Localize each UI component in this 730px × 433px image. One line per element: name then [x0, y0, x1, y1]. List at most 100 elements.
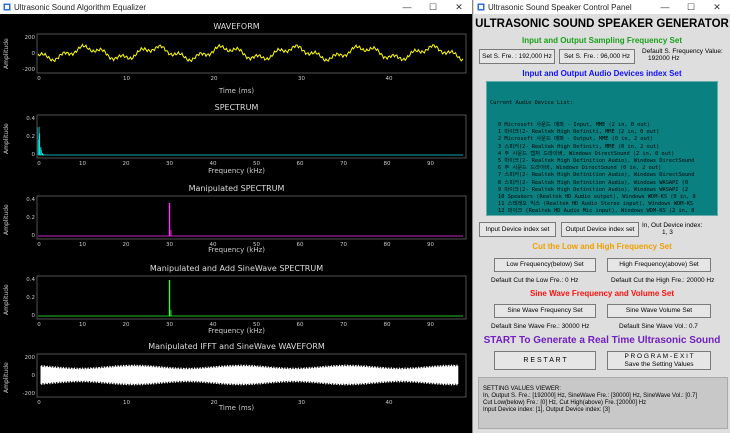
plot-frame [36, 195, 467, 240]
device-list-item[interactable]: 6 주 사운드 드라이버, Windows DirectSound (0 in,… [498, 165, 662, 172]
app-icon [477, 3, 485, 11]
y-tick-label: 0.2 [26, 134, 35, 140]
minimize-button[interactable]: — [394, 0, 420, 14]
y-tick-label: 0 [32, 313, 36, 319]
control-panel-window: Ultrasonic Sound Speaker Control Panel —… [474, 0, 730, 433]
viewer-line-3: Input Device index: [1], Output Device i… [483, 407, 610, 413]
x-tick-label: 10 [79, 161, 86, 167]
x-tick-label: 10 [123, 76, 130, 82]
device-list-item[interactable]: 7 스피커(2- Realtek High Definition Audio),… [498, 172, 695, 179]
x-tick-label: 40 [210, 242, 217, 248]
device-list-item[interactable]: 2 Microsoft 사운드 매퍼 - Output, MME (0 in, … [498, 136, 654, 143]
maximize-icon: ☐ [686, 1, 696, 12]
inout-device-label: In, Out Device index: 1, 3 [642, 222, 730, 237]
x-tick-label: 70 [340, 322, 347, 328]
cut-heading: Cut the Low and High Frequency Set [532, 242, 672, 251]
sine-volume-button[interactable]: Sine Wave Volume Set [607, 304, 711, 318]
plot-frame [36, 33, 467, 74]
y-tick-label: 0.2 [26, 295, 35, 301]
x-tick-label: 20 [123, 242, 130, 248]
sampling-heading: Input and Output Sampling Frequency Set [521, 36, 682, 45]
y-tick-label: 0.2 [26, 215, 35, 221]
sine-frequency-default: Default Sine Wave Fre.: 30000 Hz [491, 323, 590, 330]
plot-svg: 0.4 0.2 00 10 20 30 40 50 60 70 80 90 [26, 275, 467, 328]
viewer-line-2: Cut Low(below) Fre.: [0] Hz, Cut High(ab… [483, 400, 647, 406]
close-icon: ✕ [713, 1, 721, 12]
maximize-button[interactable]: ☐ [420, 0, 446, 14]
plot-xlabel: Frequency (kHz) [208, 167, 265, 175]
x-tick-label: 80 [384, 322, 391, 328]
plot-frame [36, 353, 467, 398]
device-list-item[interactable]: 12 마이크 (Realtek HD Audio Mic input), Win… [498, 208, 695, 215]
device-list-item[interactable]: 4 주 사운드 캡처 드라이버, Windows DirectSound (2 … [498, 150, 675, 157]
sine-frequency-button[interactable]: Sine Wave Frequency Set [494, 304, 596, 318]
device-list-item[interactable]: 9 마이크(2- Realtek High Definition Audio),… [498, 186, 689, 193]
viewer-line-1: In, Output S. Fre.: [192000] Hz, SineWav… [483, 393, 697, 399]
input-device-index-button[interactable]: Input Device index set [479, 222, 556, 237]
program-exit-button[interactable]: P R O G R A M - E X I T Save the Setting… [607, 351, 711, 370]
x-tick-label: 20 [211, 400, 218, 406]
plot-title: Manipulated and Add SineWave SPECTRUM [149, 264, 324, 273]
maximize-icon: ☐ [428, 1, 438, 12]
low-default-label: Default Cut the Low Fre.: 0 Hz [491, 277, 579, 284]
close-button[interactable]: ✕ [446, 0, 472, 14]
sine-volume-default: Default Sine Wave Vol.: 0.7 [619, 323, 698, 330]
output-device-index-button[interactable]: Output Device index set [561, 222, 639, 237]
start-heading: START To Generate a Real Time Ultrasonic… [483, 335, 721, 346]
y-tick-label: -200 [23, 391, 36, 397]
plot-title: SPECTRUM [214, 103, 259, 112]
close-button[interactable]: ✕ [704, 0, 730, 14]
x-tick-label: 10 [79, 242, 86, 248]
x-tick-label: 30 [166, 161, 173, 167]
set-192k-button[interactable]: Set S. Fre. : 192,000 Hz [479, 49, 555, 64]
high-frequency-button[interactable]: High Frequency(above) Set [607, 258, 711, 272]
close-icon: ✕ [455, 1, 463, 12]
x-tick-label: 40 [386, 76, 393, 82]
device-list-item[interactable]: 8 스피커(2- Realtek High Definition Audio),… [498, 179, 689, 186]
device-list-item[interactable]: 5 마이크(2- Realtek High Definition Audio),… [498, 158, 695, 165]
plot-title: Manipulated SPECTRUM [188, 184, 285, 193]
set-96k-button[interactable]: Set S. Fre. : 96,000 Hz [559, 49, 635, 64]
x-tick-label: 0 [37, 161, 41, 167]
default-sampling-caption: Default S. Frequency Value: [642, 48, 723, 55]
low-frequency-button[interactable]: Low Frequency(below) Set [494, 258, 596, 272]
y-tick-label: 0.4 [26, 116, 35, 122]
x-tick-label: 80 [384, 161, 391, 167]
x-tick-label: 40 [210, 322, 217, 328]
equalizer-titlebar[interactable]: Ultrasonic Sound Algorithm Equalizer — ☐… [0, 0, 472, 14]
device-list-item[interactable]: 10 Speakers (Realtek HD Audio output), W… [498, 194, 696, 201]
default-sampling-label: Default S. Frequency Value: 192000 Hz [642, 48, 730, 63]
device-list-item[interactable]: 1 마이크(2- Realtek High Definiti, MME (2 i… [498, 129, 660, 136]
equalizer-window-title: Ultrasonic Sound Algorithm Equalizer [14, 2, 147, 12]
x-tick-label: 30 [298, 400, 305, 406]
x-tick-label: 50 [253, 161, 260, 167]
device-list-item[interactable]: 11 스테레오 믹스 (Realtek HD Audio Stereo inpu… [498, 201, 694, 208]
ifft-waveform [40, 364, 459, 386]
x-tick-label: 70 [340, 242, 347, 248]
plot-xlabel: Time (ms) [218, 87, 255, 95]
equalizer-window: Ultrasonic Sound Algorithm Equalizer — ☐… [0, 0, 473, 433]
plot-svg: 2000-20001020304050 [23, 353, 467, 406]
x-tick-label: 30 [298, 76, 305, 82]
save-settings-label: Save the Setting Values [624, 360, 694, 368]
x-tick-label: 10 [123, 400, 130, 406]
minimize-button[interactable]: — [652, 0, 678, 14]
restart-button[interactable]: R E S T A R T [494, 351, 596, 370]
inout-device-caption: In, Out Device index: [642, 222, 703, 229]
y-tick-label: 0 [32, 233, 36, 239]
x-tick-label: 0 [37, 242, 41, 248]
x-tick-label: 40 [386, 400, 393, 406]
high-default-label: Default Cut the High Fre.: 20000 Hz [611, 277, 715, 284]
setting-values-viewer: SETTING VALUES VIEWER: In, Output S. Fre… [478, 377, 728, 429]
x-tick-label: 70 [340, 161, 347, 167]
maximize-button[interactable]: ☐ [678, 0, 704, 14]
x-tick-label: 20 [211, 76, 218, 82]
device-list-item[interactable]: 0 Microsoft 사운드 매퍼 - Input, MME (2 in, 0… [498, 122, 650, 129]
device-list-item[interactable]: 3 스피커(2- Realtek High Definiti, MME (0 i… [498, 143, 660, 150]
control-panel-titlebar[interactable]: Ultrasonic Sound Speaker Control Panel —… [474, 0, 730, 14]
audio-device-list[interactable]: Current Audio Device List: 0 Microsoft 사… [486, 81, 718, 216]
y-tick-label: 0.4 [26, 197, 35, 203]
x-tick-label: 40 [210, 161, 217, 167]
y-tick-label: 0 [32, 373, 36, 379]
y-tick-label: -200 [23, 67, 36, 73]
